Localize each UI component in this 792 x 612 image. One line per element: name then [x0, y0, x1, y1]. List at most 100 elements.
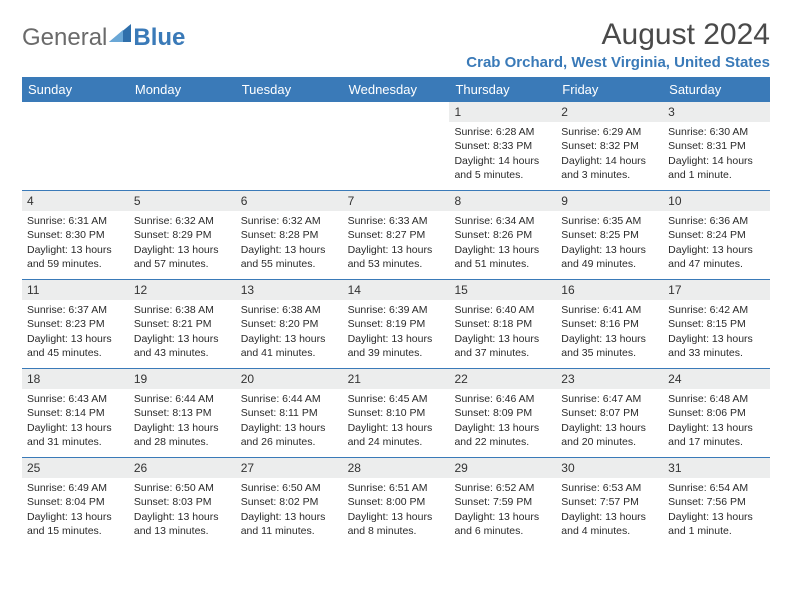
day-number: 23 — [556, 369, 663, 389]
daylight-text: Daylight: 13 hours — [348, 332, 445, 346]
calendar-day-cell: 23Sunrise: 6:47 AMSunset: 8:07 PMDayligh… — [556, 369, 663, 457]
month-title: August 2024 — [466, 18, 770, 52]
calendar-day-cell: 21Sunrise: 6:45 AMSunset: 8:10 PMDayligh… — [343, 369, 450, 457]
daylight-text: Daylight: 14 hours — [454, 154, 551, 168]
daylight-text: Daylight: 13 hours — [561, 332, 658, 346]
daylight-text: and 53 minutes. — [348, 257, 445, 271]
sunset-text: Sunset: 8:19 PM — [348, 317, 445, 331]
sunrise-text: Sunrise: 6:42 AM — [668, 303, 765, 317]
day-number: 6 — [236, 191, 343, 211]
weekday-header: Tuesday — [236, 77, 343, 102]
sunrise-text: Sunrise: 6:49 AM — [27, 481, 124, 495]
sunset-text: Sunset: 8:15 PM — [668, 317, 765, 331]
sunset-text: Sunset: 8:02 PM — [241, 495, 338, 509]
sunrise-text: Sunrise: 6:38 AM — [134, 303, 231, 317]
sunrise-text: Sunrise: 6:50 AM — [241, 481, 338, 495]
daylight-text: Daylight: 14 hours — [561, 154, 658, 168]
day-number: 4 — [22, 191, 129, 211]
weekday-header: Saturday — [663, 77, 770, 102]
sunset-text: Sunset: 8:18 PM — [454, 317, 551, 331]
daylight-text: and 5 minutes. — [454, 168, 551, 182]
calendar-day-cell: 12Sunrise: 6:38 AMSunset: 8:21 PMDayligh… — [129, 280, 236, 368]
sunset-text: Sunset: 8:26 PM — [454, 228, 551, 242]
day-number: 25 — [22, 458, 129, 478]
sunrise-text: Sunrise: 6:41 AM — [561, 303, 658, 317]
daylight-text: Daylight: 13 hours — [454, 510, 551, 524]
sunset-text: Sunset: 8:13 PM — [134, 406, 231, 420]
sunrise-text: Sunrise: 6:32 AM — [241, 214, 338, 228]
brand-text-2: Blue — [133, 24, 185, 52]
daylight-text: Daylight: 13 hours — [348, 510, 445, 524]
calendar-day-cell: 27Sunrise: 6:50 AMSunset: 8:02 PMDayligh… — [236, 458, 343, 546]
calendar-day-cell: 10Sunrise: 6:36 AMSunset: 8:24 PMDayligh… — [663, 191, 770, 279]
daylight-text: Daylight: 13 hours — [134, 243, 231, 257]
sunset-text: Sunset: 8:24 PM — [668, 228, 765, 242]
day-number: 31 — [663, 458, 770, 478]
calendar-day-cell: 28Sunrise: 6:51 AMSunset: 8:00 PMDayligh… — [343, 458, 450, 546]
daylight-text: and 17 minutes. — [668, 435, 765, 449]
day-number: 13 — [236, 280, 343, 300]
sunset-text: Sunset: 8:20 PM — [241, 317, 338, 331]
calendar-week-row: ....1Sunrise: 6:28 AMSunset: 8:33 PMDayl… — [22, 102, 770, 191]
day-number: 10 — [663, 191, 770, 211]
calendar-day-cell: . — [343, 102, 450, 190]
sunrise-text: Sunrise: 6:45 AM — [348, 392, 445, 406]
sunrise-text: Sunrise: 6:54 AM — [668, 481, 765, 495]
day-number: 27 — [236, 458, 343, 478]
sunrise-text: Sunrise: 6:37 AM — [27, 303, 124, 317]
daylight-text: Daylight: 13 hours — [454, 421, 551, 435]
calendar-day-cell: 25Sunrise: 6:49 AMSunset: 8:04 PMDayligh… — [22, 458, 129, 546]
sunrise-text: Sunrise: 6:44 AM — [134, 392, 231, 406]
brand-text-1: General — [22, 24, 107, 52]
sunset-text: Sunset: 8:33 PM — [454, 139, 551, 153]
daylight-text: and 26 minutes. — [241, 435, 338, 449]
daylight-text: and 8 minutes. — [348, 524, 445, 538]
calendar-day-cell: 3Sunrise: 6:30 AMSunset: 8:31 PMDaylight… — [663, 102, 770, 190]
calendar-day-cell: 15Sunrise: 6:40 AMSunset: 8:18 PMDayligh… — [449, 280, 556, 368]
calendar-week-row: 11Sunrise: 6:37 AMSunset: 8:23 PMDayligh… — [22, 280, 770, 369]
sunrise-text: Sunrise: 6:29 AM — [561, 125, 658, 139]
sunrise-text: Sunrise: 6:52 AM — [454, 481, 551, 495]
sunrise-text: Sunrise: 6:46 AM — [454, 392, 551, 406]
triangle-icon — [109, 24, 131, 42]
sunset-text: Sunset: 8:03 PM — [134, 495, 231, 509]
sunset-text: Sunset: 7:59 PM — [454, 495, 551, 509]
daylight-text: Daylight: 13 hours — [348, 243, 445, 257]
day-number: 2 — [556, 102, 663, 122]
calendar-day-cell: 2Sunrise: 6:29 AMSunset: 8:32 PMDaylight… — [556, 102, 663, 190]
daylight-text: and 47 minutes. — [668, 257, 765, 271]
calendar-day-cell: 17Sunrise: 6:42 AMSunset: 8:15 PMDayligh… — [663, 280, 770, 368]
sunset-text: Sunset: 8:27 PM — [348, 228, 445, 242]
daylight-text: Daylight: 13 hours — [27, 332, 124, 346]
daylight-text: and 24 minutes. — [348, 435, 445, 449]
daylight-text: and 20 minutes. — [561, 435, 658, 449]
calendar-day-cell: 9Sunrise: 6:35 AMSunset: 8:25 PMDaylight… — [556, 191, 663, 279]
weekday-header: Thursday — [449, 77, 556, 102]
calendar-body: ....1Sunrise: 6:28 AMSunset: 8:33 PMDayl… — [22, 102, 770, 546]
sunrise-text: Sunrise: 6:53 AM — [561, 481, 658, 495]
day-number: 11 — [22, 280, 129, 300]
daylight-text: Daylight: 13 hours — [27, 421, 124, 435]
calendar-day-cell: 13Sunrise: 6:38 AMSunset: 8:20 PMDayligh… — [236, 280, 343, 368]
sunrise-text: Sunrise: 6:30 AM — [668, 125, 765, 139]
weekday-header: Friday — [556, 77, 663, 102]
daylight-text: Daylight: 13 hours — [134, 421, 231, 435]
weekday-header: Wednesday — [343, 77, 450, 102]
calendar-day-cell: 22Sunrise: 6:46 AMSunset: 8:09 PMDayligh… — [449, 369, 556, 457]
day-number: 30 — [556, 458, 663, 478]
daylight-text: Daylight: 13 hours — [668, 332, 765, 346]
sunrise-text: Sunrise: 6:39 AM — [348, 303, 445, 317]
calendar-day-cell: 14Sunrise: 6:39 AMSunset: 8:19 PMDayligh… — [343, 280, 450, 368]
sunrise-text: Sunrise: 6:48 AM — [668, 392, 765, 406]
daylight-text: Daylight: 13 hours — [668, 421, 765, 435]
day-number: 9 — [556, 191, 663, 211]
sunset-text: Sunset: 8:06 PM — [668, 406, 765, 420]
daylight-text: Daylight: 13 hours — [241, 243, 338, 257]
calendar-week-row: 25Sunrise: 6:49 AMSunset: 8:04 PMDayligh… — [22, 458, 770, 546]
calendar-day-cell: . — [129, 102, 236, 190]
daylight-text: Daylight: 13 hours — [454, 243, 551, 257]
sunset-text: Sunset: 8:30 PM — [27, 228, 124, 242]
day-number: 28 — [343, 458, 450, 478]
calendar-day-cell: . — [236, 102, 343, 190]
daylight-text: and 49 minutes. — [561, 257, 658, 271]
